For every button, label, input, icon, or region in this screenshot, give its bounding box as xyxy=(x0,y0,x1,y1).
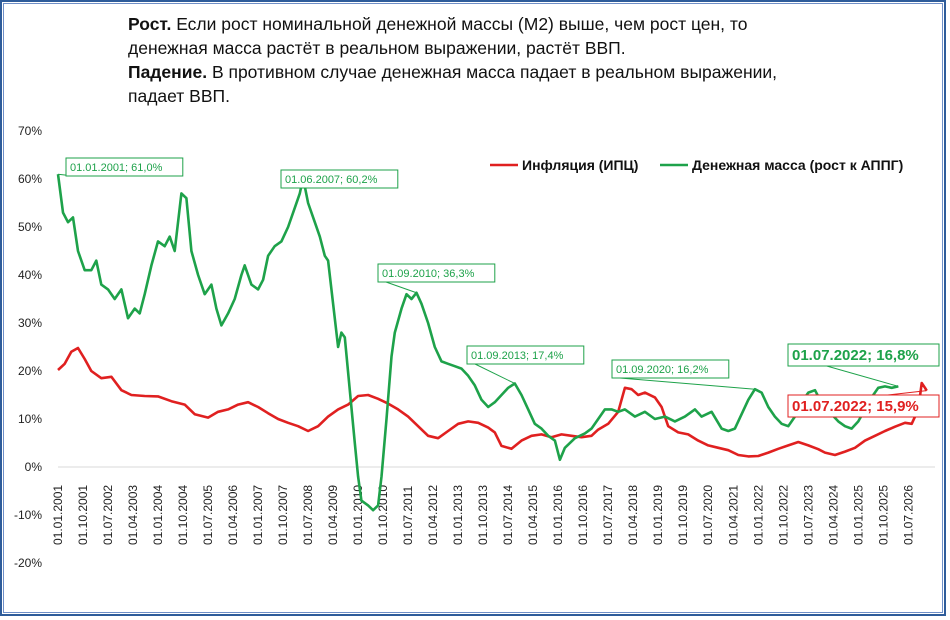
x-tick-label: 01.10.2019 xyxy=(676,485,690,545)
x-tick-label: 01.01.2001 xyxy=(51,485,65,545)
annotation-box xyxy=(280,169,399,189)
y-tick-label: 40% xyxy=(18,268,42,282)
x-tick-label: 01.07.2017 xyxy=(601,485,615,545)
x-tick-label: 01.10.2013 xyxy=(476,485,490,545)
x-tick-label: 01.07.2023 xyxy=(801,485,815,545)
x-tick-label: 01.01.2025 xyxy=(851,485,865,545)
header-line-2: денежная масса растёт в реальном выражен… xyxy=(128,38,626,58)
annotation-label: 01.09.2013; 17,4% xyxy=(471,350,564,362)
x-tick-label: 01.07.2011 xyxy=(401,486,415,545)
x-tick-label: 01.07.2008 xyxy=(301,485,315,545)
x-tick-label: 01.07.2005 xyxy=(201,485,215,545)
x-tick-label: 01.01.2007 xyxy=(251,485,265,545)
x-tick-label: 01.10.2001 xyxy=(76,485,90,545)
annotation-box xyxy=(377,263,496,283)
header-line-3-rest: В противном случае денежная масса падает… xyxy=(207,62,778,82)
x-tick-label: 01.01.2016 xyxy=(551,485,565,545)
legend-label-inflation: Инфляция (ИПЦ) xyxy=(522,157,638,173)
legend-label-money: Денежная масса (рост к АППГ) xyxy=(692,157,903,173)
annotation-label: 01.01.2001; 61,0% xyxy=(70,162,163,174)
y-tick-label: 30% xyxy=(18,316,42,330)
header-line-1-rest: Если рост номинальной денежной массы (М2… xyxy=(171,14,748,34)
y-tick-label: -20% xyxy=(14,556,42,570)
x-tick-label: 01.10.2007 xyxy=(276,485,290,545)
x-axis-labels: 01.01.2001 01.10.2001 01.07.2002 01.04.2003… xyxy=(51,485,915,545)
x-tick-label: 01.01.2010 xyxy=(351,485,365,545)
header-line-1: Рост. Если рост номинальной денежной мас… xyxy=(128,12,908,36)
annotation-leader xyxy=(474,363,516,384)
chart-header-text: Рост. Если рост номинальной денежной мас… xyxy=(128,12,908,108)
x-tick-label: 01.01.2004 xyxy=(151,485,165,545)
annotation-box xyxy=(65,157,184,177)
x-tick-label: 01.10.2016 xyxy=(576,485,590,545)
y-tick-label: 70% xyxy=(18,124,42,138)
annotation-box xyxy=(787,343,940,367)
x-tick-label: 01.10.2025 xyxy=(876,485,890,545)
x-tick-label: 01.07.2014 xyxy=(501,485,515,545)
x-tick-label: 01.04.2006 xyxy=(226,485,240,545)
money-supply-line xyxy=(56,174,899,512)
header-bold-growth: Рост. xyxy=(128,14,172,34)
y-tick-label: -10% xyxy=(14,508,42,522)
x-tick-label: 01.04.2015 xyxy=(526,485,540,545)
x-tick-label: 01.10.2022 xyxy=(776,485,790,545)
x-tick-label: 01.07.2002 xyxy=(101,485,115,545)
x-tick-label: 01.04.2003 xyxy=(126,485,140,545)
y-tick-label: 10% xyxy=(18,412,42,426)
annotation-label: 01.09.2020; 16,2% xyxy=(616,364,709,376)
annotation-label: 01.09.2010; 36,3% xyxy=(382,268,475,280)
x-tick-label: 01.01.2019 xyxy=(651,485,665,545)
annotation-leader xyxy=(619,377,755,390)
header-line-4: падает ВВП. xyxy=(128,86,230,106)
y-tick-label: 0% xyxy=(25,460,43,474)
x-tick-label: 01.04.2009 xyxy=(326,485,340,545)
annotation-leader xyxy=(385,281,417,294)
x-tick-label: 01.01.2013 xyxy=(451,485,465,545)
annotation-label: 01.06.2007; 60,2% xyxy=(285,174,378,186)
x-tick-label: 01.04.2018 xyxy=(626,485,640,545)
header-bold-fall: Падение. xyxy=(128,62,208,82)
annotation-label: 01.07.2022; 15,9% xyxy=(792,398,919,415)
x-tick-label: 01.04.2012 xyxy=(426,485,440,545)
x-tick-label: 01.04.2021 xyxy=(726,485,740,545)
x-tick-label: 01.07.2020 xyxy=(701,485,715,545)
inflation-line xyxy=(57,346,928,458)
header-line-3: Падение. В противном случае денежная мас… xyxy=(128,60,908,84)
chart-inner-frame xyxy=(3,3,943,613)
annotation-label: 01.07.2022; 16,8% xyxy=(792,347,919,364)
annotations: 01.01.2001; 61,0% 01.06.2007; 60,2% 01.09.… xyxy=(57,157,940,418)
y-tick-label: 50% xyxy=(18,220,42,234)
y-axis-labels: -20% -10% 0% 10% 20% 30% 40% 50% 60% 70% xyxy=(14,124,42,570)
x-tick-label: 01.10.2004 xyxy=(176,485,190,545)
annotation-box xyxy=(611,359,730,379)
annotation-box xyxy=(787,394,940,418)
series-lines xyxy=(56,174,928,512)
x-tick-label: 01.07.2026 xyxy=(901,485,915,545)
legend: Инфляция (ИПЦ) Денежная масса (рост к АПП… xyxy=(490,157,903,173)
x-tick-label: 01.04.2024 xyxy=(826,485,840,545)
y-tick-label: 20% xyxy=(18,364,42,378)
x-tick-label: 01.01.2022 xyxy=(751,485,765,545)
annotation-box xyxy=(466,345,585,365)
y-tick-label: 60% xyxy=(18,172,42,186)
